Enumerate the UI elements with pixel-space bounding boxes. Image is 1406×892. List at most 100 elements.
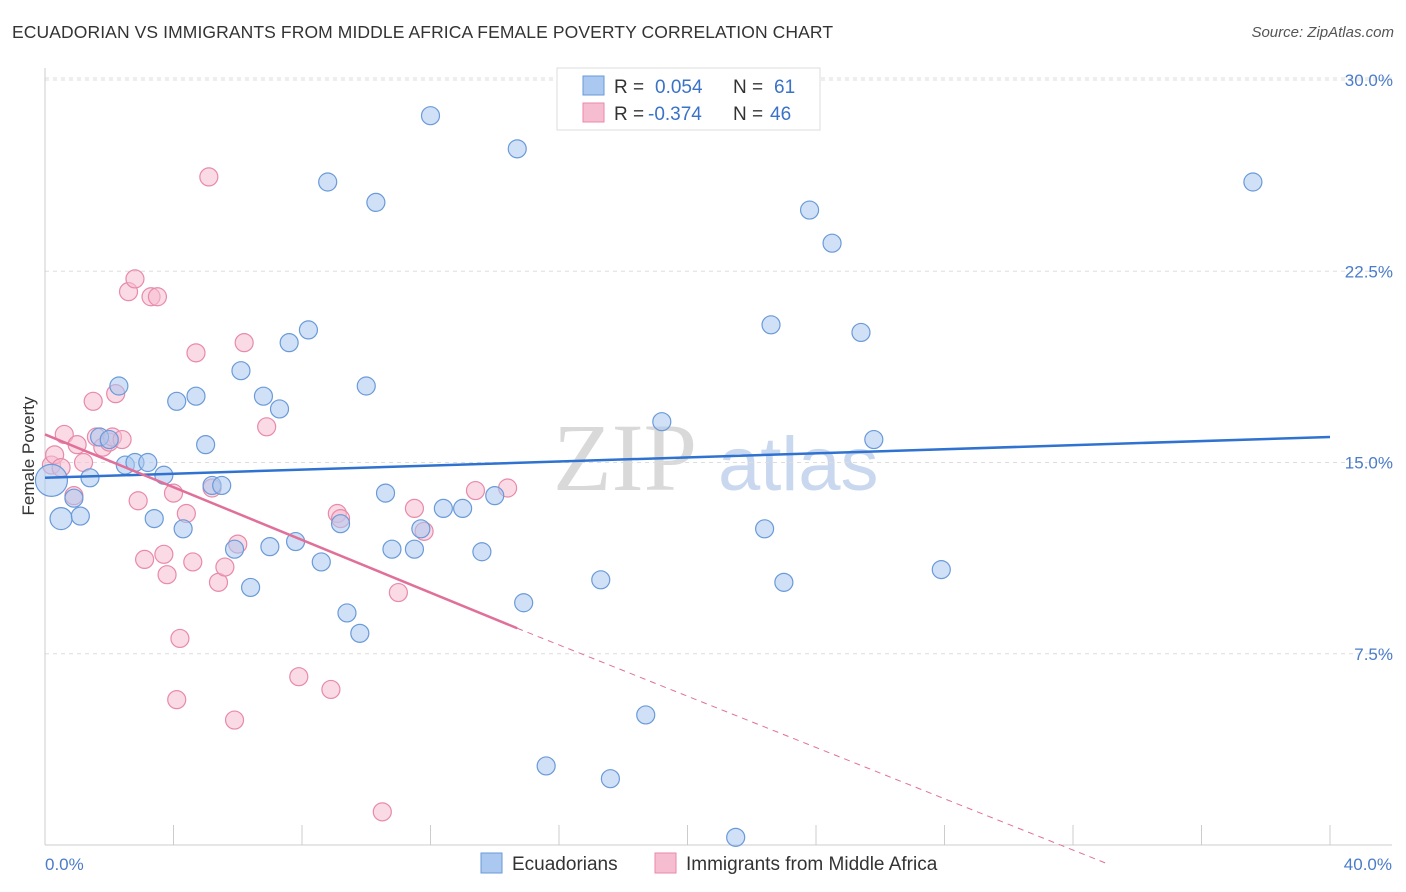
- data-point-ecuadorian: [433, 498, 453, 518]
- data-point-ecuadorian: [864, 429, 884, 450]
- data-point-ecuadorian: [507, 139, 527, 159]
- x-tick-label-min: 0.0%: [45, 855, 84, 874]
- data-point-ecuadorian: [241, 577, 261, 598]
- legend-r-label-1: R =: [614, 77, 644, 98]
- data-point-middle-africa: [167, 690, 187, 710]
- trend-line-middle-africa: [44, 433, 518, 630]
- legend-swatch-ecuadorians: [582, 75, 605, 96]
- x-tick-label-max: 40.0%: [1344, 855, 1392, 874]
- data-point-middle-africa: [234, 333, 254, 353]
- data-point-ecuadorian: [931, 559, 951, 580]
- legend-n-label-1: N =: [733, 77, 763, 98]
- data-point-middle-africa: [372, 802, 392, 822]
- data-point-middle-africa: [128, 491, 148, 511]
- data-point-middle-africa: [154, 544, 174, 564]
- data-point-ecuadorian: [1243, 172, 1263, 192]
- data-point-middle-africa: [147, 287, 168, 307]
- data-point-ecuadorian: [636, 705, 656, 725]
- data-point-middle-africa: [289, 667, 309, 687]
- data-point-ecuadorian: [350, 623, 370, 643]
- watermark-atlas: atlas: [718, 422, 879, 507]
- data-point-ecuadorian: [591, 570, 611, 590]
- data-point-ecuadorian: [366, 192, 386, 212]
- data-point-middle-africa: [83, 391, 103, 411]
- data-point-middle-africa: [199, 167, 219, 187]
- data-point-middle-africa: [215, 557, 235, 577]
- data-point-ecuadorian: [99, 429, 119, 450]
- trend-line-ecuadorians: [44, 435, 1331, 480]
- data-point-ecuadorian: [754, 519, 775, 539]
- data-point-ecuadorian: [318, 172, 338, 192]
- data-point-ecuadorian: [453, 498, 473, 518]
- data-point-ecuadorian: [298, 320, 319, 340]
- data-point-middle-africa: [134, 549, 155, 570]
- data-point-ecuadorian: [404, 539, 425, 559]
- data-point-middle-africa: [183, 552, 203, 572]
- data-point-ecuadorian: [260, 537, 280, 557]
- data-point-ecuadorian: [49, 506, 73, 531]
- data-point-ecuadorian: [269, 399, 290, 419]
- data-point-ecuadorian: [167, 391, 187, 411]
- y-tick-label: 7.5%: [1354, 645, 1393, 664]
- data-point-ecuadorian: [799, 200, 820, 220]
- chart-title: ECUADORIAN VS IMMIGRANTS FROM MIDDLE AFR…: [12, 22, 834, 42]
- data-point-middle-africa: [157, 565, 177, 585]
- data-point-middle-africa: [388, 582, 408, 603]
- data-point-middle-africa: [170, 628, 190, 649]
- data-point-ecuadorian: [64, 488, 84, 508]
- data-point-ecuadorian: [822, 233, 842, 253]
- data-point-ecuadorian: [70, 506, 90, 526]
- data-point-ecuadorian: [411, 519, 431, 539]
- legend-r-value-2: -0.374: [648, 104, 702, 125]
- y-axis-label: Female Poverty: [19, 396, 38, 516]
- data-point-ecuadorian: [231, 361, 251, 381]
- data-point-ecuadorian: [761, 315, 781, 335]
- series-immigrants-middle-africa-points: [41, 167, 518, 822]
- data-point-ecuadorian: [356, 376, 376, 396]
- data-point-middle-africa: [404, 498, 425, 518]
- data-point-middle-africa: [257, 417, 277, 437]
- data-point-ecuadorian: [138, 452, 158, 473]
- data-point-ecuadorian: [311, 552, 331, 572]
- data-point-middle-africa: [224, 710, 245, 730]
- data-point-middle-africa: [465, 480, 486, 501]
- data-point-ecuadorian: [420, 106, 441, 126]
- bottom-legend-swatch-middle-africa: [654, 852, 677, 874]
- data-point-ecuadorian: [375, 483, 396, 503]
- data-point-ecuadorian: [600, 769, 621, 789]
- data-point-ecuadorian: [726, 827, 746, 847]
- data-point-ecuadorian: [144, 508, 164, 529]
- data-point-ecuadorian: [485, 486, 505, 506]
- data-point-middle-africa: [125, 269, 145, 289]
- data-point-ecuadorian: [652, 412, 672, 432]
- data-point-middle-africa: [186, 343, 206, 363]
- x-axis-ticks: [44, 825, 1331, 845]
- data-point-ecuadorian: [173, 519, 193, 539]
- data-point-middle-africa: [321, 679, 341, 700]
- series-ecuadorians-points: [34, 106, 1263, 847]
- data-point-ecuadorian: [514, 593, 534, 613]
- y-tick-label: 22.5%: [1345, 262, 1393, 281]
- data-point-ecuadorian: [279, 333, 299, 353]
- legend-n-value-2: 46: [770, 104, 791, 125]
- y-tick-label: 30.0%: [1345, 71, 1393, 90]
- data-point-ecuadorian: [196, 435, 216, 455]
- data-point-ecuadorian: [851, 322, 871, 343]
- legend-n-label-2: N =: [733, 104, 763, 125]
- bottom-legend-label-middle-africa: Immigrants from Middle Africa: [686, 854, 938, 875]
- data-point-ecuadorian: [212, 475, 232, 496]
- data-point-ecuadorian: [337, 603, 357, 623]
- legend-n-value-1: 61: [774, 77, 795, 98]
- bottom-legend-label-ecuadorians: Ecuadorians: [512, 854, 618, 875]
- trend-line-middle-africa-extension: [517, 627, 1106, 864]
- data-point-ecuadorian: [472, 542, 492, 562]
- legend-r-value-1: 0.054: [655, 77, 703, 98]
- legend-swatch-middle-africa: [582, 102, 605, 123]
- data-point-ecuadorian: [109, 376, 129, 396]
- y-tick-label: 15.0%: [1345, 454, 1393, 473]
- stats-legend: R = 0.054 N = 61 R = -0.374 N = 46: [556, 67, 821, 131]
- bottom-legend-swatch-ecuadorians: [480, 852, 503, 874]
- data-point-ecuadorian: [224, 539, 245, 559]
- data-point-ecuadorian: [34, 463, 69, 497]
